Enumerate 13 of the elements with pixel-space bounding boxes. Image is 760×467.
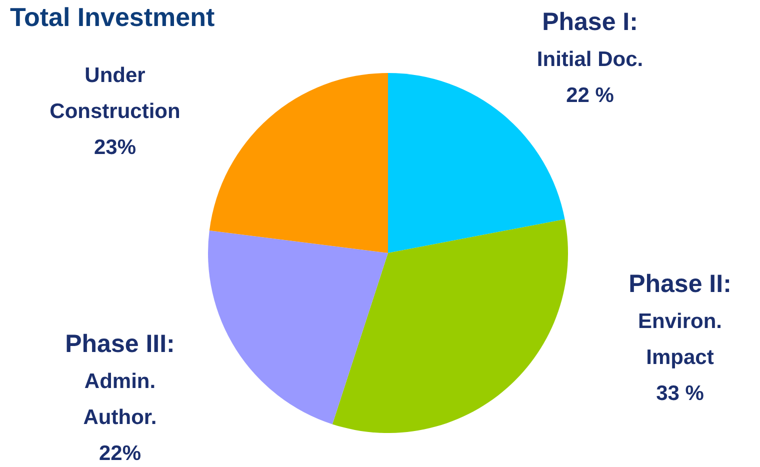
pie-slice bbox=[208, 230, 388, 424]
pie-slice bbox=[388, 73, 565, 253]
slice-label: Phase III: Admin. Author. bbox=[65, 330, 175, 429]
data-label: 33 % bbox=[656, 382, 704, 405]
slice-label: Phase I: Initial Doc. bbox=[536, 8, 644, 71]
data-label: 22% bbox=[98, 442, 142, 465]
pie-slice bbox=[332, 219, 568, 433]
chart-title: Total Investment bbox=[10, 2, 216, 32]
data-label: 22 % bbox=[566, 84, 614, 107]
pie-slice bbox=[209, 73, 388, 253]
data-label: 23% bbox=[94, 136, 136, 159]
slice-label: Phase II: Environ. Impact bbox=[628, 270, 732, 369]
slice-label: Under Construction bbox=[50, 64, 180, 123]
